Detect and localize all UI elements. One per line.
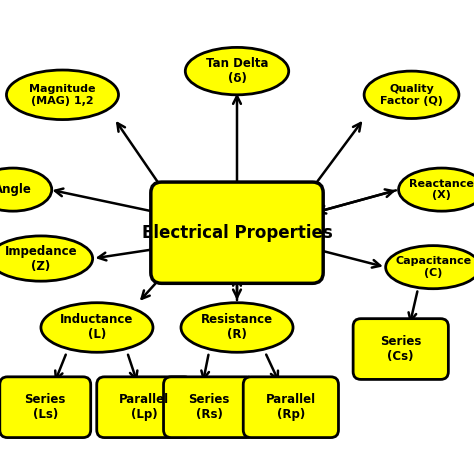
Text: Inductance
(L): Inductance (L) (60, 313, 134, 341)
FancyBboxPatch shape (164, 377, 255, 438)
FancyBboxPatch shape (97, 377, 192, 438)
FancyBboxPatch shape (151, 182, 323, 283)
Text: Impedance
(Z): Impedance (Z) (5, 245, 77, 273)
Text: Magnitude
(MAG) 1,2: Magnitude (MAG) 1,2 (29, 84, 96, 106)
Ellipse shape (41, 303, 153, 352)
Text: Tan Delta
(δ): Tan Delta (δ) (206, 57, 268, 85)
Ellipse shape (0, 236, 92, 281)
Ellipse shape (399, 168, 474, 211)
Text: Series
(Rs): Series (Rs) (188, 393, 230, 421)
Text: Series
(Cs): Series (Cs) (380, 335, 421, 363)
Ellipse shape (181, 303, 293, 352)
Text: Parallel
(Lp): Parallel (Lp) (119, 393, 169, 421)
Text: Angle: Angle (0, 183, 32, 196)
FancyBboxPatch shape (243, 377, 338, 438)
Ellipse shape (7, 70, 118, 119)
Ellipse shape (0, 168, 52, 211)
Text: Reactance
(X): Reactance (X) (409, 179, 474, 201)
Ellipse shape (185, 47, 289, 95)
Ellipse shape (386, 246, 474, 289)
Text: Capacitance
(C): Capacitance (C) (395, 256, 471, 278)
Text: Parallel
(Rp): Parallel (Rp) (266, 393, 316, 421)
FancyBboxPatch shape (353, 319, 448, 379)
Text: Electrical Properties: Electrical Properties (142, 224, 332, 242)
Ellipse shape (364, 71, 459, 118)
Text: Resistance
(R): Resistance (R) (201, 313, 273, 341)
Text: Quality
Factor (Q): Quality Factor (Q) (380, 84, 443, 106)
Text: Series
(Ls): Series (Ls) (25, 393, 66, 421)
FancyBboxPatch shape (0, 377, 91, 438)
